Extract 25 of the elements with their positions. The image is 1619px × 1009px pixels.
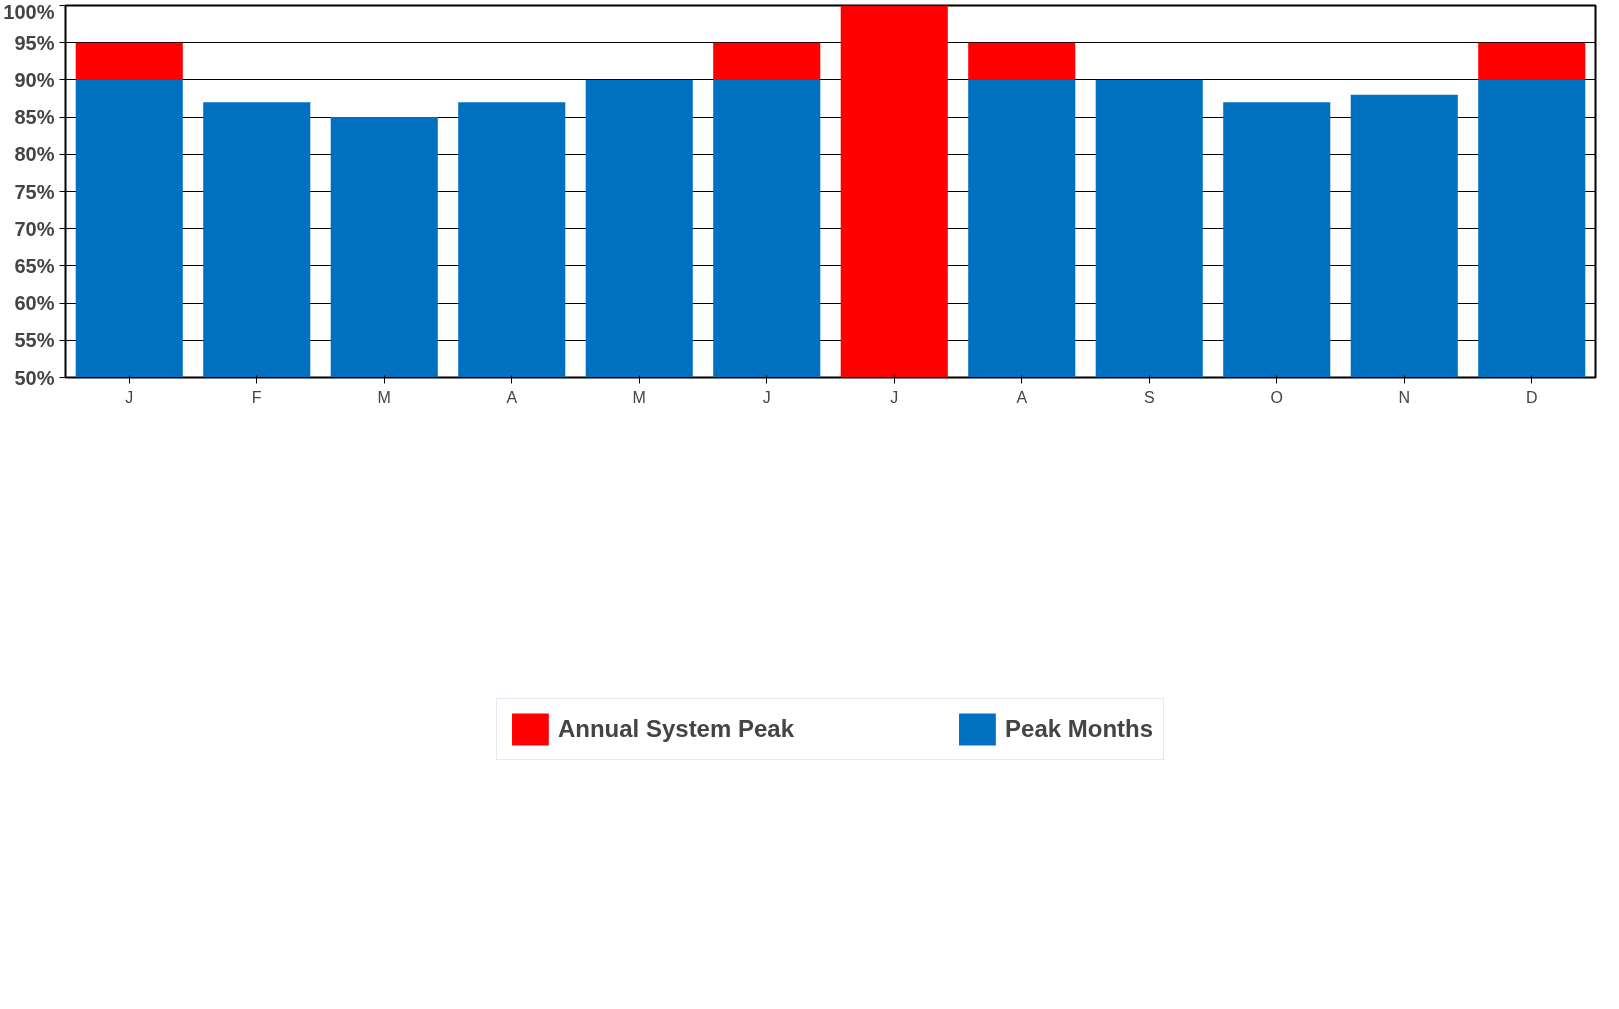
legend-label: Annual System Peak xyxy=(557,715,795,743)
y-tick-label: 85% xyxy=(14,106,55,129)
y-tick-label: 80% xyxy=(14,143,55,166)
y-tick-label: 70% xyxy=(14,217,55,240)
x-tick-label: O xyxy=(1270,388,1283,406)
x-tick-label: J xyxy=(890,388,899,406)
y-tick-label: 75% xyxy=(14,180,55,203)
y-tick-label: 100% xyxy=(3,0,55,23)
x-tick-label: D xyxy=(1525,388,1538,406)
y-tick-label: 95% xyxy=(14,31,55,54)
x-tick-label: N xyxy=(1398,388,1411,406)
y-tick-label: 60% xyxy=(14,292,55,315)
x-tick-label: M xyxy=(632,388,646,406)
x-tick-label: S xyxy=(1143,388,1155,406)
y-tick-label: 65% xyxy=(14,254,55,277)
x-tick-label: F xyxy=(251,388,262,406)
x-tick-label: A xyxy=(506,388,518,406)
x-tick-label: M xyxy=(377,388,391,406)
y-tick-label: 50% xyxy=(14,366,55,389)
x-tick-label: A xyxy=(1016,388,1028,406)
y-tick-label: 90% xyxy=(14,68,55,91)
legend-label: Peak Months xyxy=(1005,715,1154,743)
y-tick-label: 55% xyxy=(14,329,55,352)
x-tick-label: J xyxy=(762,388,771,406)
x-tick-label: J xyxy=(125,388,134,406)
